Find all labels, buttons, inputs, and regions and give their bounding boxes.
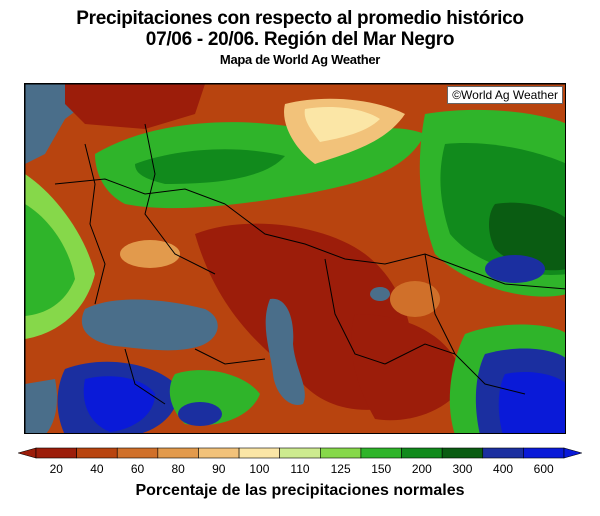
scale-swatch-600 bbox=[523, 447, 565, 459]
scale-swatch-150 bbox=[360, 447, 402, 459]
aral-sea bbox=[370, 287, 390, 301]
map-title-line1: Precipitaciones con respecto al promedio… bbox=[76, 8, 524, 29]
scale-swatch-400 bbox=[482, 447, 524, 459]
extreme-wet-sw-core bbox=[83, 376, 155, 432]
scale-label-600: 600 bbox=[533, 462, 554, 476]
scale-label-125: 125 bbox=[330, 462, 351, 476]
very-wet-east bbox=[489, 202, 565, 271]
extreme-wet-south bbox=[178, 402, 222, 426]
scale-swatch-90 bbox=[198, 447, 240, 459]
scale-swatch-125 bbox=[320, 447, 362, 459]
map-canvas bbox=[25, 84, 565, 433]
dry-zone-nw bbox=[65, 84, 205, 129]
color-scale-bar bbox=[18, 447, 582, 459]
scale-swatch-40 bbox=[76, 447, 118, 459]
scale-label-200: 200 bbox=[411, 462, 432, 476]
scale-label-90: 90 bbox=[212, 462, 226, 476]
wet-core-north bbox=[135, 149, 285, 184]
precipitation-map: ©World Ag Weather bbox=[24, 83, 566, 434]
scale-swatch-300 bbox=[441, 447, 484, 459]
wet-core-west bbox=[25, 204, 75, 316]
scale-label-20: 20 bbox=[49, 462, 63, 476]
near-normal-patch-2 bbox=[390, 281, 440, 317]
scale-label-80: 80 bbox=[171, 462, 185, 476]
scale-swatch-110 bbox=[279, 447, 321, 459]
scale-label-400: 400 bbox=[493, 462, 514, 476]
caspian-sea bbox=[265, 298, 305, 405]
scale-swatch-100 bbox=[238, 447, 280, 459]
normal-core-north bbox=[304, 107, 380, 142]
scale-swatch-200 bbox=[401, 447, 443, 459]
scale-label-110: 110 bbox=[290, 462, 310, 476]
country-borders bbox=[54, 123, 565, 405]
scale-swatch-80 bbox=[157, 447, 199, 459]
scale-label-150: 150 bbox=[371, 462, 392, 476]
scale-label-300: 300 bbox=[452, 462, 473, 476]
extreme-wet-east bbox=[485, 255, 545, 283]
scale-arrow-high bbox=[563, 447, 582, 459]
map-title-line2: 07/06 - 20/06. Región del Mar Negro bbox=[145, 29, 455, 50]
scale-swatch-60 bbox=[116, 447, 159, 459]
extreme-wet-far-se-core bbox=[498, 372, 565, 433]
scale-label-60: 60 bbox=[130, 462, 145, 476]
scale-label-40: 40 bbox=[90, 462, 104, 476]
color-scale-caption: Porcentaje de las precipitaciones normal… bbox=[135, 482, 465, 499]
dry-zone-se bbox=[351, 314, 465, 421]
map-credit: ©World Ag Weather bbox=[447, 86, 563, 104]
near-normal-patch-1 bbox=[120, 240, 180, 268]
scale-swatch-20 bbox=[35, 447, 77, 459]
mediterranean-sea bbox=[25, 379, 57, 433]
scale-label-100: 100 bbox=[249, 462, 270, 476]
scale-arrow-low bbox=[18, 447, 37, 459]
black-sea bbox=[81, 299, 218, 351]
map-subtitle: Mapa de World Ag Weather bbox=[219, 52, 381, 67]
